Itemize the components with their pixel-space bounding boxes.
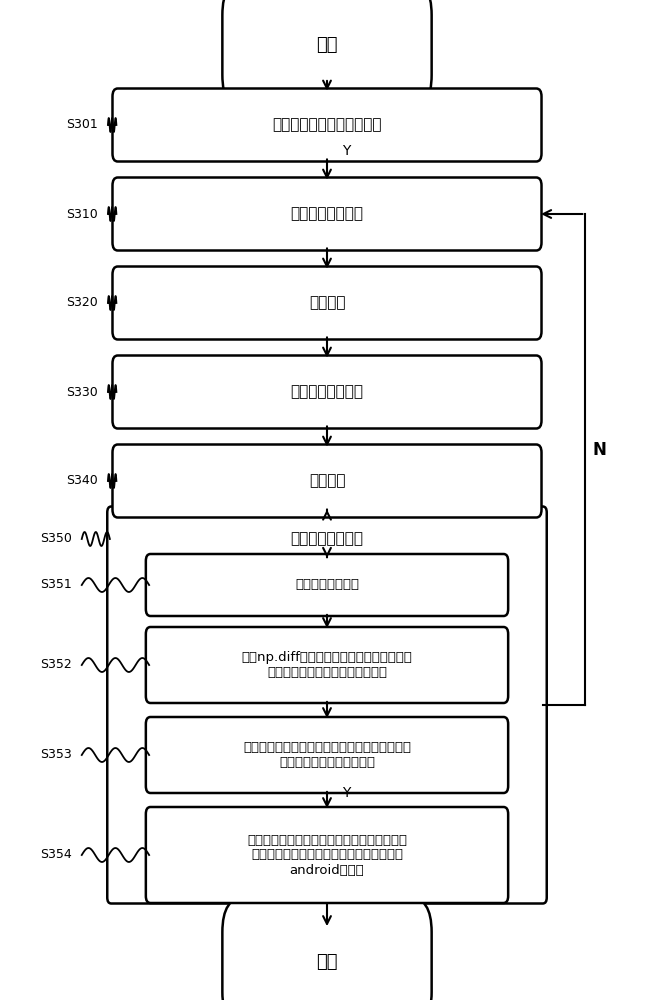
FancyBboxPatch shape	[146, 554, 508, 616]
Text: 结束: 结束	[317, 953, 337, 971]
Text: S310: S310	[66, 208, 98, 221]
Text: 遍历循环判定第二差分数组中相邻的数据之间的
乘积，判定是否出现拐点？: 遍历循环判定第二差分数组中相邻的数据之间的 乘积，判定是否出现拐点？	[243, 741, 411, 769]
FancyBboxPatch shape	[107, 506, 547, 904]
Text: 平滑曲线: 平滑曲线	[309, 474, 345, 488]
FancyBboxPatch shape	[112, 178, 542, 250]
Text: S352: S352	[40, 658, 72, 672]
FancyBboxPatch shape	[146, 807, 508, 903]
Text: S353: S353	[40, 748, 72, 762]
FancyBboxPatch shape	[112, 89, 542, 161]
FancyBboxPatch shape	[222, 897, 432, 1000]
Text: Y: Y	[343, 144, 351, 158]
Text: S354: S354	[40, 848, 72, 861]
Text: 实时地导入源数据: 实时地导入源数据	[290, 207, 364, 222]
Text: S351: S351	[40, 578, 72, 591]
Text: 粗略预判是否出现拐点趋势: 粗略预判是否出现拐点趋势	[272, 117, 382, 132]
Text: S350: S350	[40, 532, 72, 546]
Text: 开始: 开始	[317, 36, 337, 54]
Text: 通过np.diff函数将源数据拟合数据两次向前
差分并将结果赋值给第二差分数组: 通过np.diff函数将源数据拟合数据两次向前 差分并将结果赋值给第二差分数组	[241, 651, 413, 679]
FancyBboxPatch shape	[112, 266, 542, 340]
FancyBboxPatch shape	[222, 0, 432, 110]
Text: S340: S340	[66, 475, 98, 488]
FancyBboxPatch shape	[146, 627, 508, 703]
Text: 判断是否出现拐点: 判断是否出现拐点	[290, 532, 364, 546]
Text: 将对应的拐点数据代入拟合函数以计算出相应
的浓度值，同时输出拟合数据及拐点数据至
android主程序: 将对应的拐点数据代入拟合函数以计算出相应 的浓度值，同时输出拟合数据及拐点数据至…	[247, 834, 407, 876]
Text: Y: Y	[343, 786, 351, 800]
FancyBboxPatch shape	[146, 717, 508, 793]
Text: S330: S330	[66, 385, 98, 398]
Text: N: N	[593, 441, 607, 459]
Text: 创建第二差分数组: 创建第二差分数组	[295, 578, 359, 591]
Text: S320: S320	[66, 296, 98, 310]
FancyBboxPatch shape	[112, 444, 542, 518]
Text: 剔除初始波动数值: 剔除初始波动数值	[290, 384, 364, 399]
Text: 拟合曲线: 拟合曲线	[309, 296, 345, 310]
Text: S301: S301	[66, 118, 98, 131]
FancyBboxPatch shape	[112, 355, 542, 428]
